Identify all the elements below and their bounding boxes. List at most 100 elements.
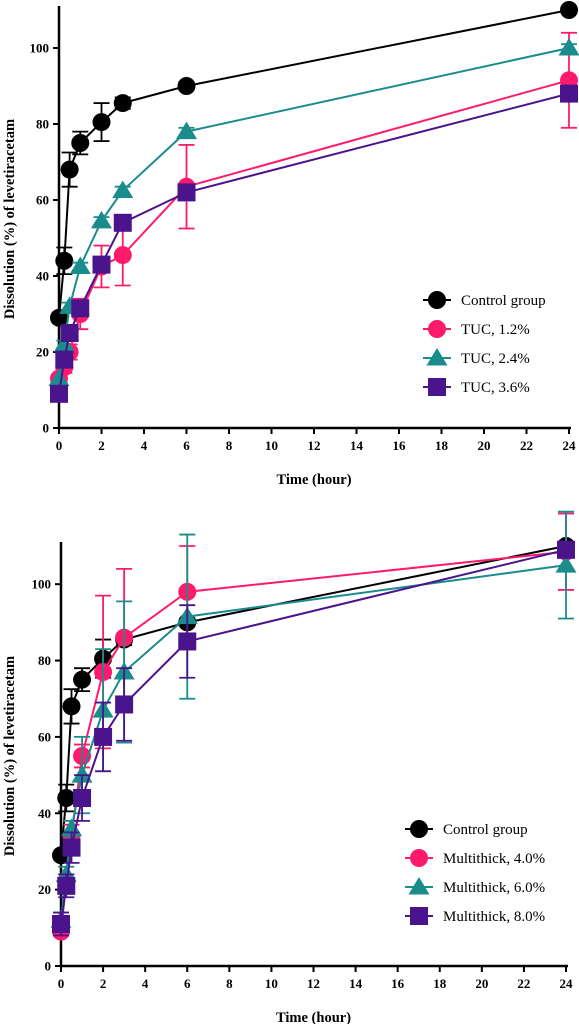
series-line xyxy=(59,94,569,394)
legend-marker xyxy=(428,291,446,309)
y-axis-title: Dissolution (%) of levetiracetam xyxy=(2,656,18,856)
x-tick-label: 14 xyxy=(349,976,363,991)
data-point xyxy=(63,839,81,857)
x-tick-label: 20 xyxy=(475,976,488,991)
x-tick-label: 2 xyxy=(98,438,105,453)
y-tick-label: 20 xyxy=(36,345,49,360)
y-tick-label: 80 xyxy=(36,117,49,132)
x-tick-label: 2 xyxy=(100,976,107,991)
x-tick-label: 12 xyxy=(307,976,320,991)
data-point xyxy=(55,252,73,270)
x-tick-label: 24 xyxy=(563,438,577,453)
x-tick-label: 0 xyxy=(58,976,65,991)
y-tick-label: 60 xyxy=(36,193,49,208)
x-tick-label: 16 xyxy=(393,438,407,453)
x-tick-label: 8 xyxy=(226,976,233,991)
legend-label: Control group xyxy=(443,822,528,838)
data-point xyxy=(93,113,111,131)
data-point xyxy=(559,38,579,56)
data-point xyxy=(71,299,89,317)
legend: Control group TUC, 1.2% TUC, 2.4% TUC, 3.6% xyxy=(423,291,546,396)
data-point xyxy=(63,697,81,715)
legend-marker xyxy=(427,348,448,366)
y-tick-label: 60 xyxy=(38,729,51,744)
x-tick-label: 0 xyxy=(56,438,63,453)
x-axis-title: Time (hour) xyxy=(276,472,351,488)
legend-label: Multithick, 8.0% xyxy=(443,909,545,925)
series-2 xyxy=(52,514,575,941)
legend-marker xyxy=(409,877,430,895)
series-line xyxy=(61,546,566,855)
data-point xyxy=(178,77,196,95)
x-tick-label: 10 xyxy=(265,976,278,991)
y-tick-label: 80 xyxy=(38,653,51,668)
x-tick-label: 8 xyxy=(226,438,233,453)
data-point xyxy=(52,915,70,933)
data-point xyxy=(55,351,73,369)
data-point xyxy=(61,161,79,179)
data-point xyxy=(115,695,133,713)
data-point xyxy=(61,324,79,342)
data-point xyxy=(73,671,91,689)
data-point xyxy=(94,728,112,746)
y-tick-label: 20 xyxy=(38,882,51,897)
y-tick-label: 0 xyxy=(45,959,52,974)
legend-label: TUC, 3.6% xyxy=(461,380,530,396)
legend-label: TUC, 2.4% xyxy=(461,351,530,367)
data-point xyxy=(178,632,196,650)
legend-label: Multithick, 4.0% xyxy=(443,851,545,867)
data-point xyxy=(73,789,91,807)
x-tick-label: 22 xyxy=(520,438,533,453)
x-tick-label: 16 xyxy=(391,976,405,991)
data-point xyxy=(114,214,132,232)
x-tick-label: 20 xyxy=(478,438,491,453)
legend-marker xyxy=(428,378,446,396)
y-axis-title: Dissolution (%) of levetiracetam xyxy=(2,119,18,319)
legend: Control group Multithick, 4.0% Multithick,… xyxy=(405,820,545,925)
data-point xyxy=(57,789,75,807)
x-tick-label: 12 xyxy=(308,438,321,453)
data-point xyxy=(178,183,196,201)
x-tick-label: 4 xyxy=(142,976,149,991)
y-tick-label: 100 xyxy=(30,41,50,56)
legend-label: Control group xyxy=(461,293,546,309)
x-tick-label: 4 xyxy=(141,438,148,453)
x-tick-label: 22 xyxy=(517,976,530,991)
legend-marker xyxy=(410,820,428,838)
data-point xyxy=(557,541,575,559)
x-tick-label: 6 xyxy=(183,438,190,453)
x-tick-label: 14 xyxy=(350,438,364,453)
y-tick-label: 40 xyxy=(38,806,51,821)
data-point xyxy=(50,385,68,403)
series-line xyxy=(61,552,566,932)
y-tick-label: 40 xyxy=(36,269,49,284)
legend-label: TUC, 1.2% xyxy=(461,322,530,338)
data-point xyxy=(57,877,75,895)
x-tick-label: 18 xyxy=(435,438,449,453)
series-line xyxy=(59,10,569,318)
legend-marker xyxy=(410,849,428,867)
x-tick-label: 24 xyxy=(560,976,574,991)
x-tick-label: 18 xyxy=(433,976,447,991)
legend-label: Multithick, 6.0% xyxy=(443,880,545,896)
y-tick-label: 0 xyxy=(43,421,50,436)
y-tick-label: 100 xyxy=(32,577,52,592)
data-point xyxy=(71,134,89,152)
data-point xyxy=(91,211,112,229)
series-line xyxy=(61,550,566,924)
x-tick-label: 6 xyxy=(184,976,191,991)
data-point xyxy=(114,94,132,112)
data-point xyxy=(560,1,578,19)
legend-marker xyxy=(410,907,428,925)
x-axis-title: Time (hour) xyxy=(276,1010,351,1024)
data-point xyxy=(560,85,578,103)
series-1 xyxy=(50,1,578,327)
data-point xyxy=(114,246,132,264)
legend-marker xyxy=(428,320,446,338)
data-point xyxy=(93,256,111,274)
x-tick-label: 10 xyxy=(265,438,278,453)
